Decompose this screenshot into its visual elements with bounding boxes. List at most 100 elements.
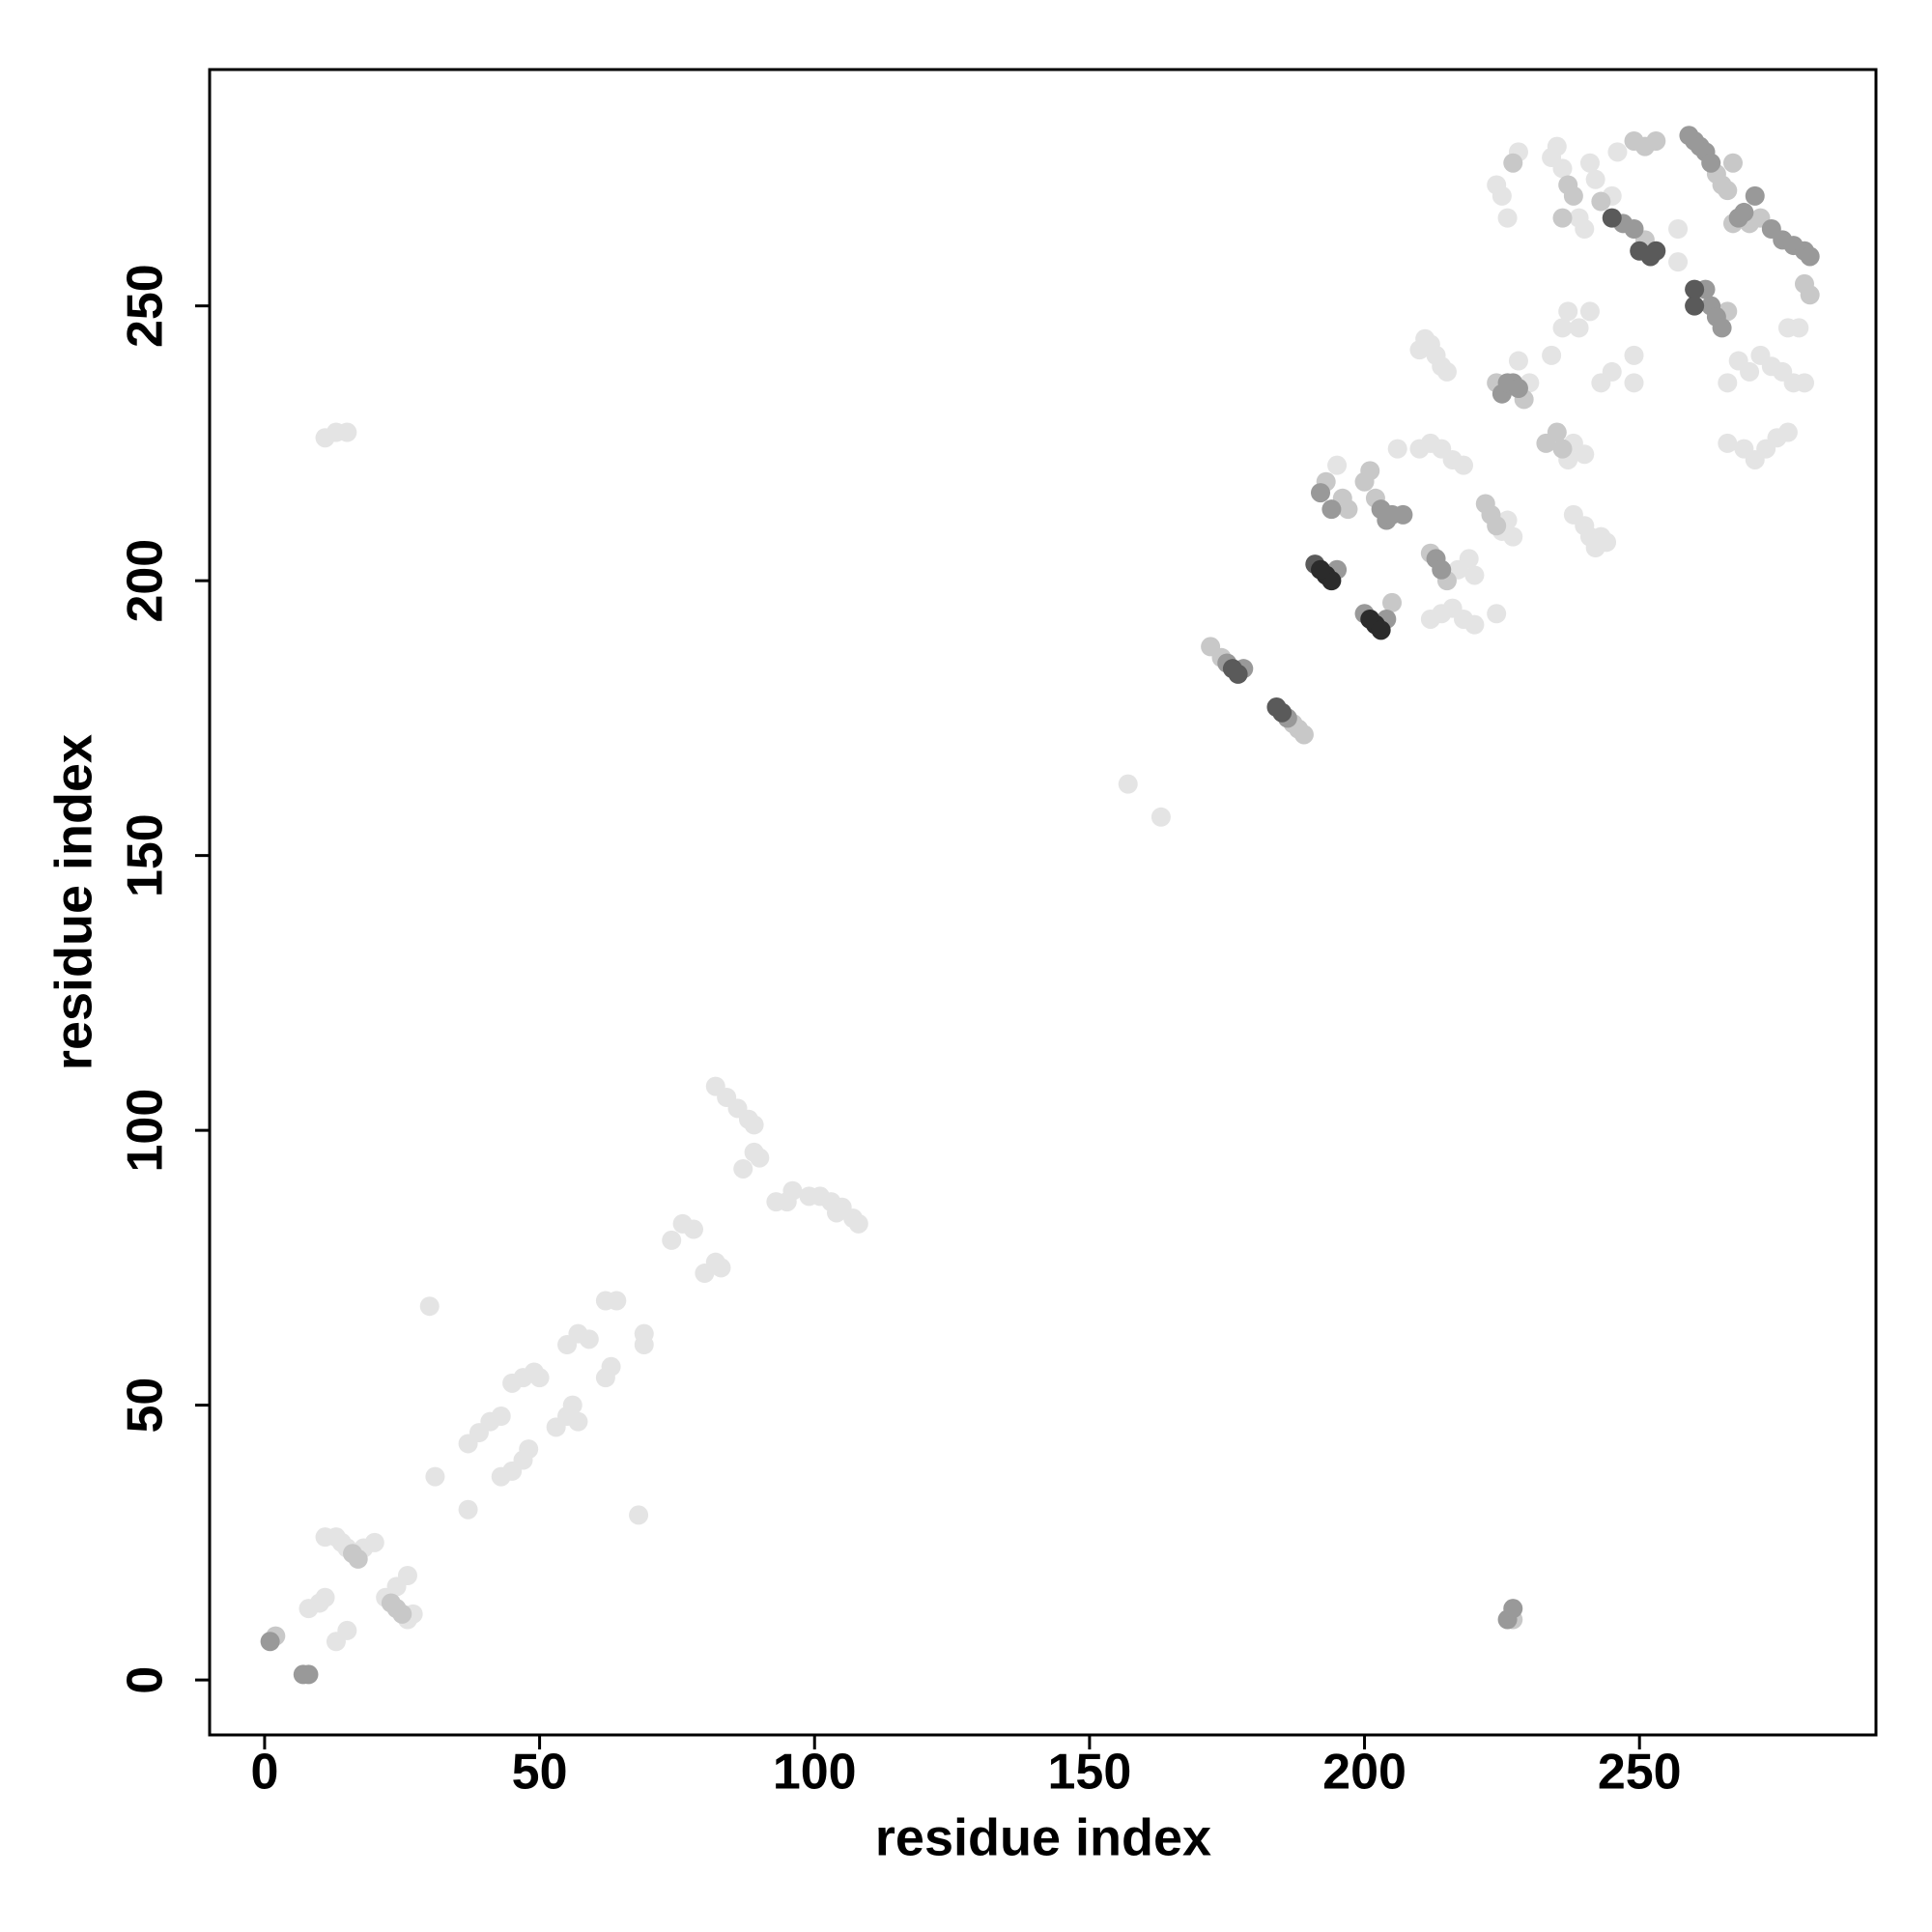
point bbox=[827, 1203, 847, 1223]
point bbox=[1558, 175, 1578, 195]
point bbox=[1579, 301, 1600, 322]
point bbox=[1722, 153, 1743, 173]
point bbox=[458, 1499, 478, 1520]
point bbox=[1552, 158, 1573, 179]
point bbox=[1579, 153, 1600, 173]
point bbox=[1602, 361, 1622, 382]
point bbox=[1552, 208, 1573, 228]
point bbox=[733, 1158, 753, 1179]
point bbox=[491, 1406, 511, 1426]
point bbox=[1464, 614, 1485, 635]
point bbox=[519, 1439, 539, 1460]
point bbox=[1668, 252, 1689, 272]
point bbox=[1293, 724, 1314, 745]
point bbox=[1685, 296, 1705, 316]
point bbox=[1624, 345, 1644, 365]
x-tick-label: 200 bbox=[1322, 1745, 1406, 1801]
point bbox=[1558, 301, 1578, 322]
point bbox=[1718, 181, 1738, 201]
point bbox=[1701, 153, 1721, 173]
point bbox=[1393, 504, 1413, 525]
point bbox=[392, 1604, 412, 1624]
point bbox=[1311, 483, 1330, 503]
point bbox=[1547, 422, 1567, 442]
point bbox=[601, 1356, 621, 1377]
point bbox=[1794, 273, 1814, 294]
point bbox=[579, 1329, 599, 1350]
point bbox=[1382, 592, 1403, 612]
y-tick-label: 150 bbox=[118, 813, 174, 897]
point bbox=[1552, 318, 1573, 338]
point bbox=[1585, 169, 1605, 189]
point bbox=[1311, 559, 1330, 580]
point bbox=[1668, 219, 1689, 240]
point bbox=[1789, 318, 1809, 338]
point bbox=[260, 1632, 280, 1652]
point bbox=[1718, 373, 1738, 393]
point bbox=[1734, 202, 1754, 222]
point bbox=[1777, 422, 1798, 442]
point bbox=[1575, 219, 1595, 240]
point bbox=[1487, 604, 1507, 624]
point bbox=[1624, 373, 1644, 393]
y-tick-label: 250 bbox=[118, 264, 174, 348]
point bbox=[529, 1368, 550, 1388]
point bbox=[1624, 219, 1644, 240]
point bbox=[1492, 185, 1512, 206]
y-tick-label: 0 bbox=[118, 1666, 174, 1694]
point bbox=[1542, 345, 1562, 365]
point bbox=[1464, 565, 1485, 585]
point bbox=[1503, 1599, 1523, 1619]
point bbox=[337, 422, 357, 442]
point bbox=[629, 1505, 649, 1525]
point bbox=[1685, 279, 1705, 299]
y-tick-label: 50 bbox=[118, 1378, 174, 1434]
point bbox=[1432, 559, 1452, 580]
point bbox=[1338, 499, 1358, 520]
point bbox=[848, 1213, 868, 1234]
point bbox=[1272, 702, 1293, 723]
point bbox=[1487, 516, 1507, 536]
point bbox=[568, 1411, 588, 1432]
point bbox=[397, 1565, 417, 1585]
point bbox=[364, 1532, 384, 1552]
point bbox=[750, 1148, 770, 1168]
point bbox=[1360, 461, 1380, 481]
y-tick-label: 200 bbox=[118, 539, 174, 623]
point bbox=[1508, 351, 1528, 371]
point bbox=[1503, 153, 1523, 173]
point bbox=[1591, 191, 1611, 212]
point bbox=[1718, 433, 1738, 453]
point bbox=[1602, 208, 1622, 228]
point bbox=[744, 1115, 764, 1135]
x-axis-label: residue index bbox=[875, 1808, 1211, 1866]
point bbox=[1387, 439, 1407, 459]
point bbox=[662, 1230, 682, 1250]
point bbox=[1151, 807, 1171, 827]
point bbox=[1575, 444, 1595, 465]
x-tick-label: 50 bbox=[512, 1745, 568, 1801]
point bbox=[1745, 185, 1765, 206]
point bbox=[1327, 455, 1348, 475]
point bbox=[419, 1296, 440, 1317]
x-tick-label: 250 bbox=[1598, 1745, 1682, 1801]
point bbox=[683, 1219, 703, 1239]
point bbox=[607, 1291, 627, 1311]
point bbox=[711, 1258, 731, 1278]
x-tick-label: 100 bbox=[773, 1745, 857, 1801]
y-tick-label: 100 bbox=[118, 1089, 174, 1173]
point bbox=[1321, 499, 1342, 520]
y-axis-label: residue index bbox=[44, 734, 102, 1070]
point bbox=[1459, 549, 1479, 569]
point bbox=[1607, 142, 1628, 162]
point bbox=[562, 1395, 582, 1415]
point bbox=[1503, 526, 1523, 547]
point bbox=[1118, 774, 1138, 794]
point bbox=[337, 1620, 357, 1640]
point bbox=[1454, 455, 1474, 475]
point bbox=[315, 1587, 335, 1607]
x-tick-label: 150 bbox=[1048, 1745, 1132, 1801]
plot-frame bbox=[208, 68, 1878, 1737]
